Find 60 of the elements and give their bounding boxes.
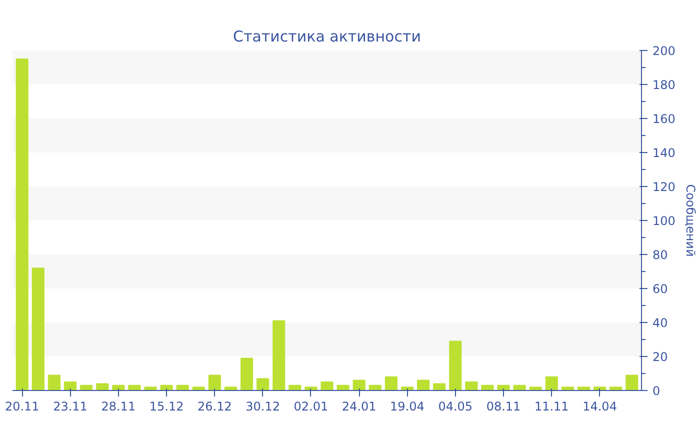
- bar: [208, 374, 221, 390]
- y-tick-label: 0: [652, 384, 660, 398]
- bar: [577, 386, 590, 390]
- bar: [384, 376, 398, 390]
- y-tick-label: 120: [652, 180, 676, 194]
- bar: [320, 382, 334, 390]
- bar: [240, 358, 254, 390]
- x-tick-label: 23.11: [53, 400, 88, 414]
- x-tick-label: 20.11: [4, 400, 40, 414]
- bar: [433, 383, 446, 390]
- bar: [176, 384, 189, 390]
- bar: [288, 384, 302, 390]
- y-tick-label: 200: [652, 44, 676, 58]
- bar: [610, 386, 622, 390]
- x-tick-label: 02.01: [294, 400, 328, 414]
- bar: [272, 320, 286, 390]
- y-tick-label: 140: [652, 146, 676, 160]
- y-axis-title: Сообщений: [683, 184, 698, 257]
- bar: [16, 58, 28, 390]
- y-tick-label: 160: [652, 112, 676, 126]
- y-tick-label: 180: [652, 78, 676, 92]
- x-tick-label: 11.11: [534, 400, 569, 414]
- bar: [144, 386, 157, 390]
- x-tick-label: 04.05: [438, 400, 473, 414]
- x-tick-label: 24.01: [342, 400, 376, 414]
- bar: [128, 384, 141, 390]
- x-tick-label: 14.04: [582, 400, 617, 414]
- bar: [96, 383, 109, 390]
- bar: [80, 384, 93, 390]
- bar: [513, 384, 526, 390]
- chart-title: Статистика активности: [233, 28, 421, 46]
- bar: [32, 268, 44, 390]
- bar: [545, 376, 558, 390]
- bar: [481, 384, 494, 390]
- bar: [224, 386, 237, 390]
- y-tick-label: 60: [652, 282, 668, 296]
- bar: [368, 384, 382, 390]
- bar: [561, 386, 574, 390]
- bar: [626, 374, 638, 390]
- x-tick-label: 08.11: [486, 400, 521, 414]
- bar: [449, 340, 462, 390]
- bar: [336, 384, 350, 390]
- bar: [352, 380, 366, 390]
- x-tick-label: 26.12: [198, 400, 232, 414]
- x-tick-label: 19.04: [390, 400, 424, 414]
- x-tick-label: 30.12: [246, 400, 280, 414]
- x-tick-label: 15.12: [149, 400, 184, 414]
- y-tick-label: 80: [652, 248, 668, 262]
- bar: [529, 386, 542, 390]
- bar: [192, 386, 205, 390]
- bar: [48, 374, 60, 390]
- bar: [256, 378, 270, 390]
- bar: [64, 382, 77, 390]
- bar: [417, 380, 430, 390]
- y-tick-label: 40: [652, 316, 668, 330]
- bar: [465, 382, 478, 390]
- x-tick-label: 28.11: [101, 400, 136, 414]
- y-tick-label: 20: [652, 350, 668, 364]
- y-tick-label: 100: [652, 214, 676, 228]
- bar: [497, 384, 510, 390]
